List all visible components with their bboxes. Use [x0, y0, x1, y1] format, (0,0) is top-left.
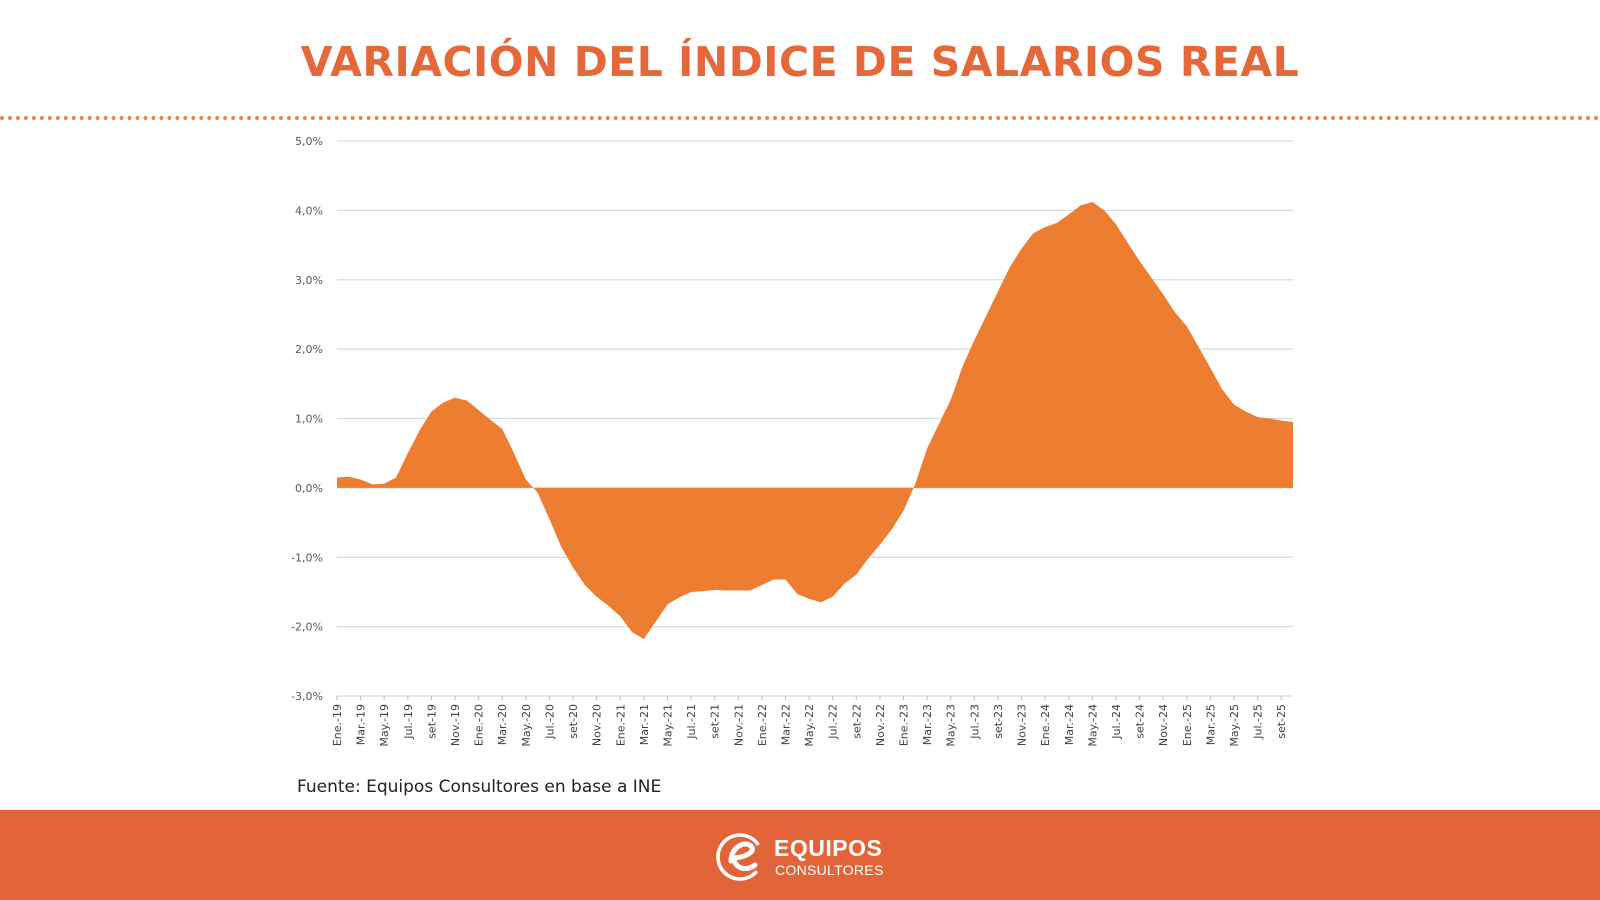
title-divider — [0, 116, 1600, 120]
x-tick-label: Nov.-21 — [732, 704, 745, 746]
x-tick-label: set-25 — [1275, 704, 1288, 739]
x-tick-label: set-24 — [1134, 704, 1147, 739]
x-tick-label: Jul.-19 — [402, 704, 415, 740]
y-tick-label: 3,0% — [295, 274, 323, 287]
x-tick-label: May.-21 — [661, 704, 674, 747]
x-tick-label: Ene.-23 — [898, 704, 911, 746]
x-tick-label: Jul.-25 — [1252, 704, 1265, 740]
area-positive — [337, 202, 1293, 488]
x-tick-label: May.-20 — [520, 704, 533, 747]
x-tick-label: Nov.-20 — [591, 704, 604, 746]
e-logo-icon — [716, 833, 764, 881]
area-layer — [337, 202, 1293, 640]
y-tick-label: 1,0% — [295, 413, 323, 426]
x-tick-label: Mar.-21 — [638, 704, 651, 745]
x-tick-label: Mar.-25 — [1204, 704, 1217, 745]
footer-bar: EQUIPOS CONSULTORES — [0, 810, 1600, 900]
x-tick-label: May.-23 — [945, 704, 958, 747]
x-tick-label: Nov.-22 — [874, 704, 887, 746]
x-tick-label: Jul.-22 — [827, 704, 840, 740]
x-tick-label: Ene.-22 — [756, 704, 769, 746]
x-tick-label: set-20 — [567, 704, 580, 739]
x-tick-label: Mar.-23 — [921, 704, 934, 745]
x-tick-label: Jul.-21 — [685, 704, 698, 740]
x-tick-label: May.-25 — [1228, 704, 1241, 747]
x-tick-label: Nov.-24 — [1157, 704, 1170, 746]
x-tick-label: Ene.-20 — [473, 704, 486, 746]
x-tick-label: Nov.-23 — [1016, 704, 1029, 746]
x-tick-label: set-21 — [709, 704, 722, 739]
company-logo: EQUIPOS CONSULTORES — [714, 826, 894, 886]
x-tick-label: set-19 — [425, 704, 438, 739]
x-tick-label: May.-22 — [803, 704, 816, 747]
logo-subtitle: CONSULTORES — [775, 862, 884, 878]
page-title: VARIACIÓN DEL ÍNDICE DE SALARIOS REAL — [300, 38, 1300, 86]
x-tick-label: Mar.-22 — [779, 704, 792, 745]
x-tick-label: May.-24 — [1086, 704, 1099, 747]
x-tick-label: Ene.-19 — [331, 704, 344, 746]
y-tick-label: 4,0% — [295, 204, 323, 217]
x-tick-label: Mar.-19 — [355, 704, 368, 745]
x-tick-label: Jul.-23 — [968, 704, 981, 740]
x-tick-label: Jul.-20 — [543, 704, 556, 740]
x-tick-label: set-22 — [850, 704, 863, 739]
x-tick-label: Ene.-24 — [1039, 704, 1052, 746]
y-tick-label: -3,0% — [291, 690, 323, 703]
y-tick-label: -1,0% — [291, 551, 323, 564]
y-tick-label: 2,0% — [295, 343, 323, 356]
source-note: Fuente: Equipos Consultores en base a IN… — [297, 777, 662, 797]
y-tick-label: -2,0% — [291, 621, 323, 634]
y-tick-label: 0,0% — [295, 482, 323, 495]
x-tick-label: Mar.-20 — [496, 704, 509, 745]
logo-name: EQUIPOS — [774, 835, 883, 861]
x-tick-label: Nov.-19 — [449, 704, 462, 746]
x-tick-label: Jul.-24 — [1110, 704, 1123, 740]
y-tick-label: 5,0% — [295, 135, 323, 148]
x-tick-label: May.-19 — [378, 704, 391, 747]
x-tick-label: Mar.-24 — [1063, 704, 1076, 745]
x-tick-label: Ene.-21 — [614, 704, 627, 746]
area-negative — [337, 487, 1293, 640]
x-tick-label: set-23 — [992, 704, 1005, 739]
salary-index-chart: 5,0%4,0%3,0%2,0%1,0%0,0%-1,0%-2,0%-3,0% … — [291, 135, 1293, 747]
x-tick-label: Ene.-25 — [1181, 704, 1194, 746]
y-axis: 5,0% 4,0% 3,0% 2,0% 1,0% 0,0% -1,0% -2,0% -3,0% — [291, 135, 323, 703]
x-axis: Ene.-19 Mar.-19 May.-19 Jul.-19 set-19 Nov.-1… — [331, 696, 1288, 747]
